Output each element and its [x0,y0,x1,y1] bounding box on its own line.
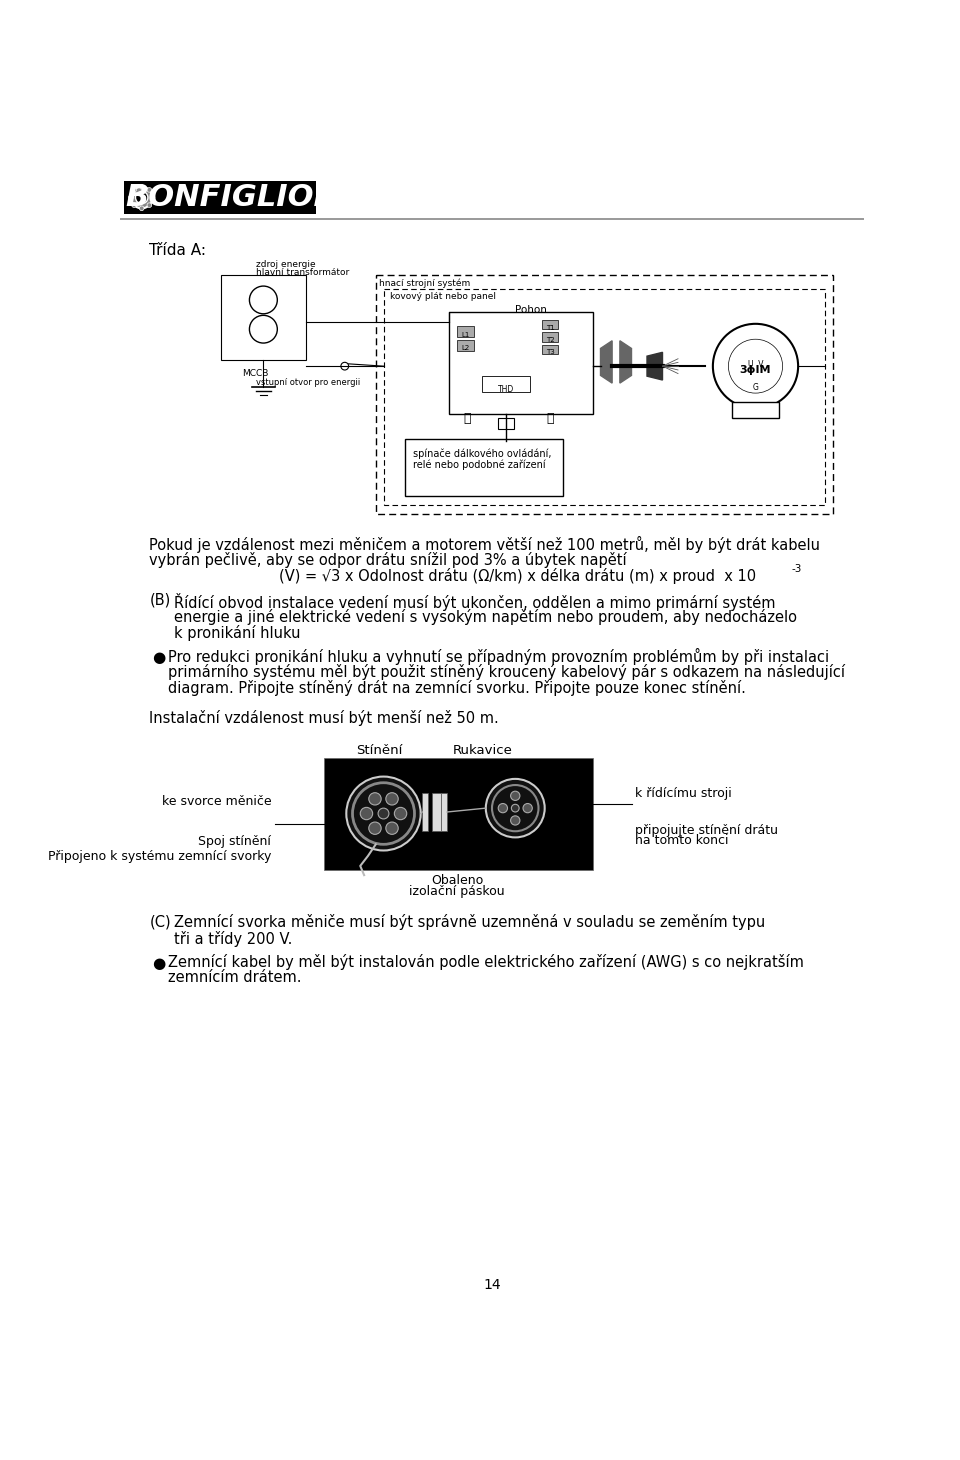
Text: zemnícím drátem.: zemnícím drátem. [168,969,301,986]
Circle shape [369,793,381,804]
Circle shape [386,793,398,804]
Circle shape [132,203,136,207]
Text: Rukavice: Rukavice [453,745,513,758]
Text: MCCB: MCCB [243,369,269,378]
FancyBboxPatch shape [221,276,306,361]
Circle shape [523,803,532,813]
Text: L2: L2 [462,346,469,352]
Circle shape [395,807,407,819]
FancyBboxPatch shape [422,793,428,831]
Circle shape [135,191,148,204]
Text: na tomto konci: na tomto konci [636,834,729,847]
Circle shape [347,777,420,851]
Circle shape [498,803,508,813]
Text: zdroj energie: zdroj energie [255,260,315,269]
Text: k řídícímu stroji: k řídícímu stroji [636,787,732,800]
Text: diagram. Připojte stíněný drát na zemnící svorku. Připojte pouze konec stínění.: diagram. Připojte stíněný drát na zemníc… [168,680,746,696]
FancyBboxPatch shape [482,377,530,391]
Circle shape [369,822,381,834]
Circle shape [147,187,152,193]
Text: T2: T2 [546,337,555,343]
Polygon shape [601,340,612,383]
Text: BONFIGLIOLI: BONFIGLIOLI [125,182,345,212]
FancyBboxPatch shape [324,758,592,870]
Text: Instalační vzdálenost musí být menší než 50 m.: Instalační vzdálenost musí být menší než… [150,710,499,726]
Text: (B): (B) [150,593,171,607]
Text: Připojeno k systému zemnící svorky: Připojeno k systému zemnící svorky [48,851,271,863]
FancyBboxPatch shape [542,333,558,342]
Text: 3ϕIM: 3ϕIM [740,365,771,375]
Text: hnací strojní systém: hnací strojní systém [379,279,470,288]
Text: (V) = √3 x Odolnost drátu (Ω/km) x délka drátu (m) x proud  x 10: (V) = √3 x Odolnost drátu (Ω/km) x délka… [278,568,756,584]
Text: T3: T3 [545,349,555,355]
Circle shape [511,791,520,800]
Text: energie a jiné elektrické vedení s vysokým napětím nebo proudem, aby nedocházelo: energie a jiné elektrické vedení s vysok… [175,609,797,625]
Text: Třída A:: Třída A: [150,242,206,258]
Circle shape [150,196,155,200]
FancyBboxPatch shape [432,793,441,831]
Text: Pohon: Pohon [515,305,546,314]
FancyBboxPatch shape [732,403,779,418]
Circle shape [129,196,133,200]
FancyBboxPatch shape [449,312,592,413]
Text: Pokud je vzdálenost mezi měničem a motorem větší než 100 metrů, měl by být drát : Pokud je vzdálenost mezi měničem a motor… [150,536,821,552]
Polygon shape [647,352,662,380]
Circle shape [147,203,152,207]
Text: THD: THD [498,384,514,394]
Text: tři a třídy 200 V.: tři a třídy 200 V. [175,930,293,946]
Text: Řídící obvod instalace vedení musí být ukončen, oddělen a mimo primární systém: Řídící obvod instalace vedení musí být u… [175,593,776,610]
Text: ●: ● [153,650,166,666]
Text: ⏚: ⏚ [464,412,471,425]
Circle shape [512,804,519,812]
Text: izolační páskou: izolační páskou [409,885,505,898]
Text: kovový plát nebo panel: kovový plát nebo panel [390,292,495,301]
Circle shape [360,807,372,819]
Text: hlavní transformátor: hlavní transformátor [255,267,348,276]
Text: spínače dálkového ovládání,: spínače dálkového ovládání, [413,448,551,458]
Text: vybrán pečlivě, aby se odpor drátu snížil pod 3% a úbytek napětí: vybrán pečlivě, aby se odpor drátu sníži… [150,552,627,568]
Polygon shape [620,340,632,383]
Text: Spoj stínění: Spoj stínění [199,835,271,848]
Circle shape [139,206,144,210]
Text: G: G [753,383,758,393]
FancyBboxPatch shape [124,181,316,213]
Circle shape [132,187,136,193]
Circle shape [378,809,389,819]
Text: Zemnící kabel by měl být instalován podle elektrického zařízení (AWG) s co nejkr: Zemnící kabel by měl být instalován podl… [168,953,804,969]
Text: U  V: U V [748,361,763,369]
Text: ●: ● [153,956,166,971]
Circle shape [386,822,398,834]
FancyBboxPatch shape [498,418,514,429]
Text: ⏚: ⏚ [546,412,554,425]
FancyBboxPatch shape [457,326,474,337]
Text: -3: -3 [792,564,803,574]
Text: ke svorce měniče: ke svorce měniče [161,796,271,807]
FancyBboxPatch shape [441,793,447,831]
Text: 14: 14 [483,1278,501,1292]
Text: T1: T1 [545,324,555,330]
FancyBboxPatch shape [457,340,474,350]
Text: vstupní otvor pro energii: vstupní otvor pro energii [255,378,360,387]
Text: k pronikání hluku: k pronikání hluku [175,625,300,641]
FancyBboxPatch shape [542,345,558,353]
Circle shape [131,187,153,209]
Text: primárního systému měl být použit stíněný kroucený kabelový pár s odkazem na nás: primárního systému měl být použit stíněn… [168,664,845,680]
Text: L1: L1 [462,331,469,337]
Circle shape [139,184,144,188]
FancyBboxPatch shape [542,320,558,328]
Text: (C): (C) [150,914,171,930]
FancyBboxPatch shape [405,439,564,496]
Circle shape [486,778,544,838]
Text: Zemnící svorka měniče musí být správně uzemněná v souladu se zeměním typu: Zemnící svorka měniče musí být správně u… [175,914,765,930]
Text: Pro redukci pronikání hluku a vyhnutí se případným provozním problémům by při in: Pro redukci pronikání hluku a vyhnutí se… [168,648,829,664]
Text: Stínění: Stínění [356,745,403,758]
Text: Obaleno: Obaleno [431,873,483,886]
Text: relé nebo podobné zařízení: relé nebo podobné zařízení [413,460,545,470]
Circle shape [511,816,520,825]
Text: připojujte stínění drátu: připojujte stínění drátu [636,823,779,837]
